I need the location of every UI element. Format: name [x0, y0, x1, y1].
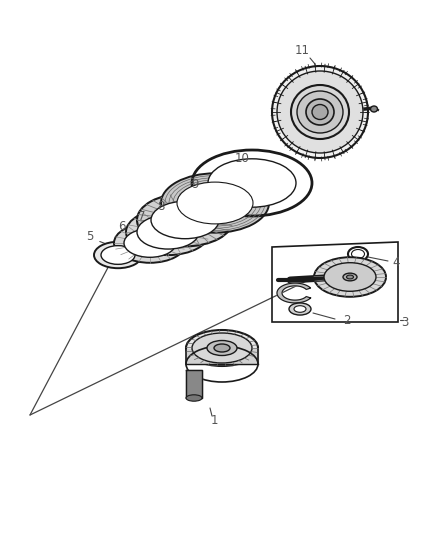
Ellipse shape	[289, 303, 311, 315]
Ellipse shape	[371, 106, 378, 112]
Ellipse shape	[294, 306, 306, 312]
Text: 7: 7	[138, 211, 146, 223]
Ellipse shape	[324, 263, 376, 292]
Text: 5: 5	[86, 230, 94, 244]
Ellipse shape	[177, 182, 253, 224]
Ellipse shape	[277, 71, 363, 153]
Ellipse shape	[297, 91, 343, 133]
Ellipse shape	[137, 193, 233, 246]
Ellipse shape	[186, 395, 202, 401]
Ellipse shape	[208, 159, 296, 207]
Ellipse shape	[161, 173, 269, 233]
Ellipse shape	[314, 257, 386, 297]
Ellipse shape	[306, 99, 334, 125]
Ellipse shape	[126, 209, 210, 255]
Ellipse shape	[352, 249, 364, 259]
Ellipse shape	[124, 229, 176, 257]
Ellipse shape	[94, 242, 142, 268]
Text: 10: 10	[235, 152, 249, 166]
Polygon shape	[186, 349, 258, 364]
Ellipse shape	[207, 341, 237, 356]
Text: 8: 8	[157, 199, 165, 213]
Text: 9: 9	[191, 179, 199, 191]
Polygon shape	[277, 283, 311, 303]
Ellipse shape	[101, 246, 135, 264]
Ellipse shape	[151, 201, 219, 239]
Polygon shape	[186, 370, 202, 398]
Text: 1: 1	[210, 414, 218, 426]
Text: 6: 6	[118, 221, 126, 233]
Ellipse shape	[114, 223, 186, 263]
Ellipse shape	[312, 104, 328, 119]
Text: 3: 3	[401, 316, 409, 328]
Ellipse shape	[186, 330, 258, 366]
Ellipse shape	[346, 275, 353, 279]
Ellipse shape	[343, 273, 357, 281]
Ellipse shape	[214, 344, 230, 352]
Text: 11: 11	[294, 44, 310, 56]
Ellipse shape	[291, 85, 349, 139]
Text: 4: 4	[392, 255, 400, 269]
Ellipse shape	[192, 333, 252, 363]
Ellipse shape	[137, 215, 199, 249]
Ellipse shape	[272, 66, 368, 158]
Text: 2: 2	[343, 314, 351, 327]
